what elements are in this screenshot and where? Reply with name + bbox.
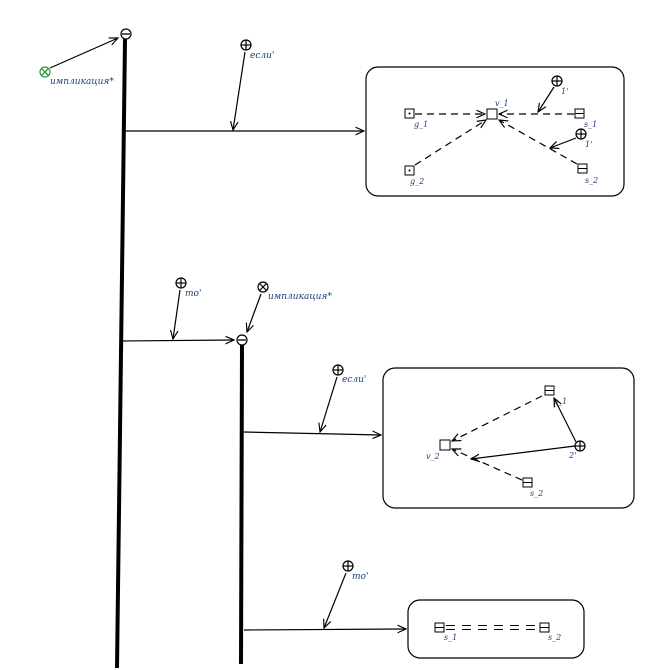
inner-then-role-label: то' — [352, 572, 368, 582]
role1-arc-b — [550, 137, 577, 148]
inner-if-arc — [243, 432, 381, 435]
if-role-node — [240, 39, 252, 51]
root-keyword-node — [39, 66, 51, 78]
inner-then-s1-label: s_1 — [444, 633, 457, 642]
inner-if-s2-label: s_2 — [530, 489, 543, 498]
inner-then-arc — [243, 629, 406, 630]
inner-s1-v2-arc — [452, 395, 543, 441]
inner-then-role-node — [342, 560, 354, 572]
inner-if-v2-label: v_2 — [426, 452, 440, 461]
s2-label: s_2 — [585, 176, 598, 185]
if-contour-box — [365, 66, 625, 197]
inner-if-contour-box — [382, 367, 635, 509]
g1-node — [404, 108, 415, 119]
g2-node — [404, 165, 415, 176]
then-branch-arc — [121, 340, 234, 341]
inner-then-identity-arc — [446, 625, 538, 630]
inner-keyword-node — [257, 281, 269, 293]
inner-if-role-label: если' — [342, 375, 366, 385]
s2-v1-arc — [499, 120, 578, 165]
inner-role2-arc-b — [554, 398, 577, 443]
role1-node-a — [551, 75, 563, 87]
then-role-node — [175, 277, 187, 289]
inner-keyword-label: импликация* — [268, 292, 332, 302]
inner-if-role2-label: 2' — [568, 451, 576, 460]
inner-keyword-arc — [247, 293, 262, 332]
inner-then-s1-node — [434, 622, 445, 633]
s2-node — [577, 163, 588, 174]
s1-node — [574, 108, 585, 119]
g1-label: g_1 — [414, 120, 428, 129]
if-role-arc — [233, 51, 246, 130]
g2-label: g_2 — [410, 177, 424, 186]
root-bus-line — [115, 38, 127, 669]
then-role-arc — [173, 289, 181, 339]
inner-then-contour-box — [407, 599, 585, 659]
inner-contour-node — [236, 334, 248, 346]
root-keyword-label: импликация* — [50, 77, 114, 87]
inner-then-role-arc — [324, 572, 347, 628]
inner-if-role-node — [332, 364, 344, 376]
root-keyword-arc — [49, 38, 118, 69]
role1-label-b: 1' — [585, 140, 592, 149]
inner-if-v2-node — [439, 439, 451, 451]
role1-node-b — [575, 128, 587, 140]
inner-role2-arc-a — [471, 445, 576, 459]
role1-label-a: 1' — [561, 87, 568, 96]
s1-label: s_1 — [584, 120, 597, 129]
root-contour-node — [120, 28, 132, 40]
inner-if-s1-node — [544, 385, 555, 396]
inner-if-role2-node — [574, 440, 586, 452]
if-role-label: если' — [250, 51, 274, 61]
inner-s2-v2-arc — [452, 449, 523, 481]
v1-label: v_1 — [495, 99, 509, 108]
inner-then-s2-label: s_2 — [548, 633, 561, 642]
inner-bus-line — [239, 344, 244, 665]
g2-v1-arc — [414, 120, 486, 166]
then-role-label: то' — [185, 289, 201, 299]
inner-if-s2-node — [522, 477, 533, 488]
v1-node — [486, 108, 498, 120]
inner-then-s2-node — [539, 622, 550, 633]
role1-arc-a — [538, 86, 555, 112]
inner-if-role-arc — [320, 376, 338, 432]
